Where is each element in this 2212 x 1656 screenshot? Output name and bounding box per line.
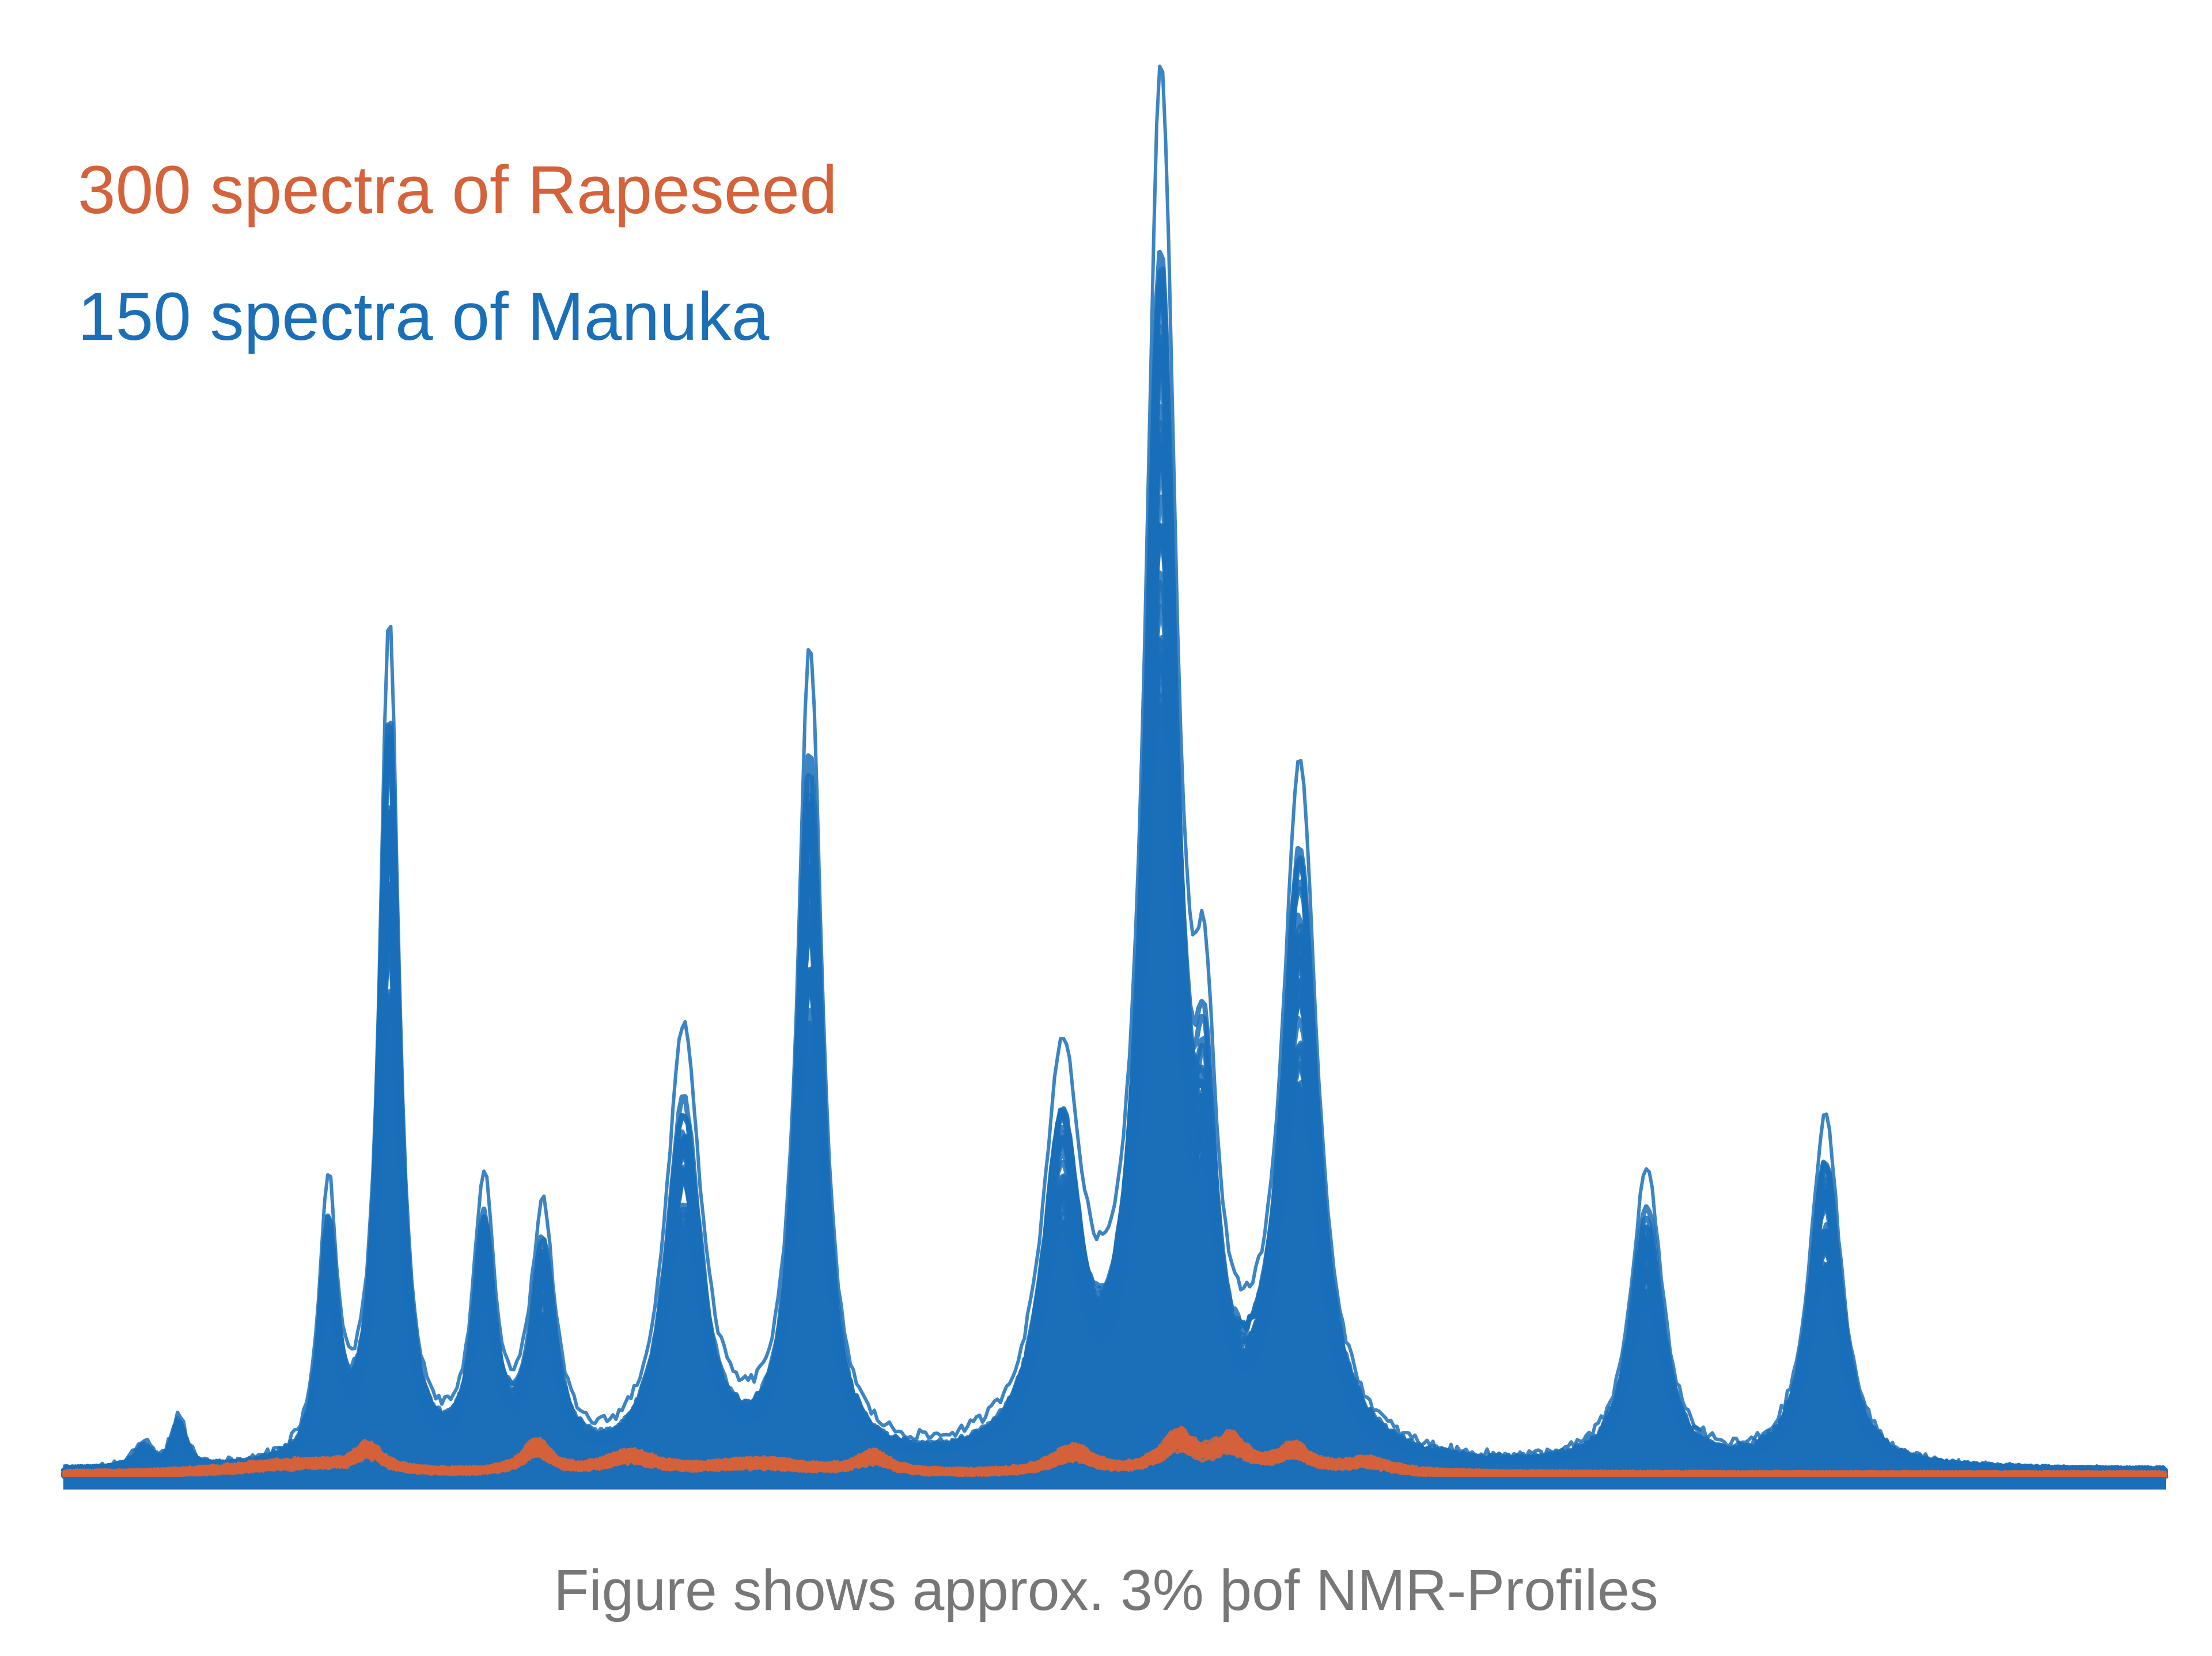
manuka-spectra-envelope	[63, 700, 2166, 1483]
legend-rapeseed: 300 spectra of Rapeseed	[78, 152, 838, 228]
figure-caption: Figure shows approx. 3% þof NMR-Profiles	[554, 1558, 1658, 1623]
manuka-spectrum-trace	[63, 65, 2168, 1479]
legend: 300 spectra of Rapeseed 150 spectra of M…	[78, 152, 838, 355]
rapeseed-spectrum-trace	[63, 1431, 2166, 1480]
legend-manuka: 150 spectra of Manuka	[78, 279, 770, 355]
plot-area	[60, 65, 2169, 1490]
